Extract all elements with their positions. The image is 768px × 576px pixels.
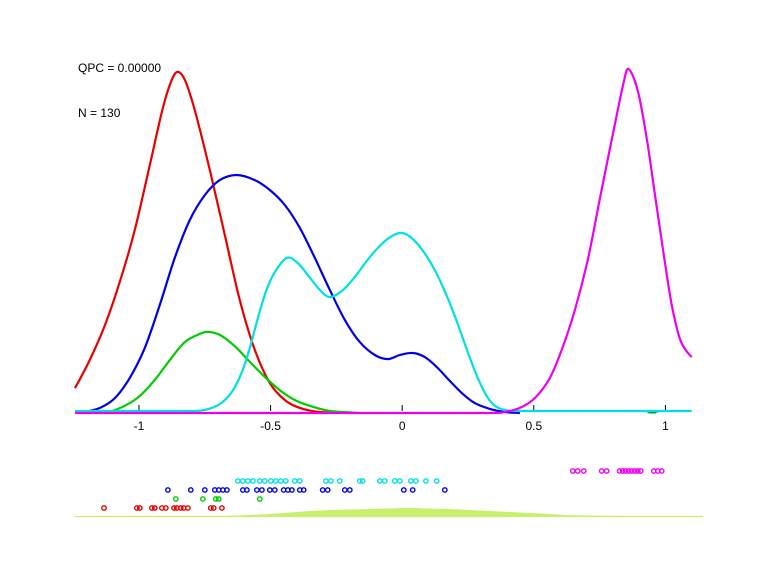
rug-point: [632, 468, 638, 474]
rug-point: [212, 496, 219, 502]
rug-point: [400, 487, 407, 493]
rug-point: [412, 478, 419, 484]
rug-point: [580, 468, 587, 474]
rug-point: [574, 468, 581, 474]
rug-point: [148, 505, 155, 511]
rug-point: [296, 478, 303, 484]
rug-point: [324, 487, 331, 493]
x-axis-tick-label: 1: [662, 419, 669, 433]
rug-point: [341, 487, 348, 493]
rug-point: [625, 468, 632, 474]
density-cyan: [74, 231, 692, 413]
rug-point: [619, 468, 626, 474]
rug-point: [271, 487, 278, 493]
rug-point: [172, 496, 179, 502]
rug-point: [288, 487, 295, 493]
rug-point: [598, 468, 605, 474]
rug-point: [396, 478, 403, 484]
rug-point: [258, 487, 265, 493]
density-red: [74, 70, 355, 415]
rug-point: [171, 505, 177, 511]
rug-point: [637, 468, 644, 474]
rug-point: [207, 505, 214, 511]
rug-point: [658, 468, 665, 474]
summary-density-fill: [224, 508, 640, 517]
rug-cyan: [234, 478, 440, 484]
rug-point: [177, 505, 184, 511]
annotation-block: QPC = 0.00000 N = 130: [78, 31, 161, 151]
rug-point: [359, 478, 366, 484]
rug-point: [256, 496, 263, 502]
rug-point: [256, 478, 263, 484]
rug-point: [409, 487, 416, 493]
x-axis-tick-label: -1: [134, 419, 145, 433]
rug-point: [356, 478, 363, 484]
rug-point: [266, 487, 273, 493]
rug-point: [253, 487, 260, 493]
rug-blue: [164, 487, 448, 493]
rug-point: [133, 505, 140, 511]
rug-point: [346, 487, 353, 493]
rug-red: [101, 505, 225, 511]
rug-point: [291, 478, 298, 484]
rug-point: [319, 487, 326, 493]
rug-point: [249, 478, 256, 484]
rug-point: [603, 468, 610, 474]
rug-point: [327, 478, 334, 484]
rug-point: [261, 478, 268, 484]
rug-point: [243, 487, 250, 493]
x-axis-tick-label: 0: [399, 419, 406, 433]
rug-point: [622, 468, 629, 474]
rug-point: [300, 487, 307, 493]
rug-point: [322, 478, 329, 484]
rug-point: [407, 478, 414, 484]
x-axis-tick-label: -0.5: [260, 419, 281, 433]
rug-point: [391, 478, 398, 484]
rug-point: [569, 468, 576, 474]
rug-point: [272, 478, 279, 484]
rug-point: [282, 478, 289, 484]
rug-point: [201, 487, 208, 493]
rug-point: [215, 496, 222, 502]
rug-point: [277, 478, 284, 484]
rug-point: [210, 505, 217, 511]
rug-point: [164, 487, 171, 493]
rug-point: [381, 478, 388, 484]
rug-point: [239, 478, 246, 484]
density-magenta: [74, 67, 693, 415]
rug-point: [441, 487, 448, 493]
rug-point: [422, 478, 429, 484]
rug-point: [433, 478, 440, 484]
rug-point: [136, 505, 143, 511]
x-axis-tick-label: 0.5: [525, 419, 542, 433]
rug-point: [187, 487, 194, 493]
density-green: [109, 330, 360, 415]
qpc-label: QPC = 0.00000: [78, 61, 162, 75]
rug-point: [223, 487, 230, 493]
rug-point: [184, 505, 191, 511]
rug-point: [628, 468, 635, 474]
rug-point: [101, 505, 107, 511]
rug-point: [634, 468, 641, 474]
rug-point: [616, 468, 623, 474]
rug-point: [376, 478, 383, 484]
rug-point: [234, 478, 241, 484]
rug-point: [151, 505, 158, 511]
rug-point: [267, 478, 274, 484]
density-blue: [84, 173, 520, 415]
rug-point: [336, 478, 343, 484]
rug-magenta: [569, 468, 665, 474]
rug-point: [162, 505, 169, 511]
rug-point: [244, 478, 251, 484]
rug-green: [172, 496, 263, 502]
rug-point: [218, 505, 225, 511]
n-count-label: N = 130: [78, 106, 121, 120]
rug-point: [199, 496, 206, 502]
